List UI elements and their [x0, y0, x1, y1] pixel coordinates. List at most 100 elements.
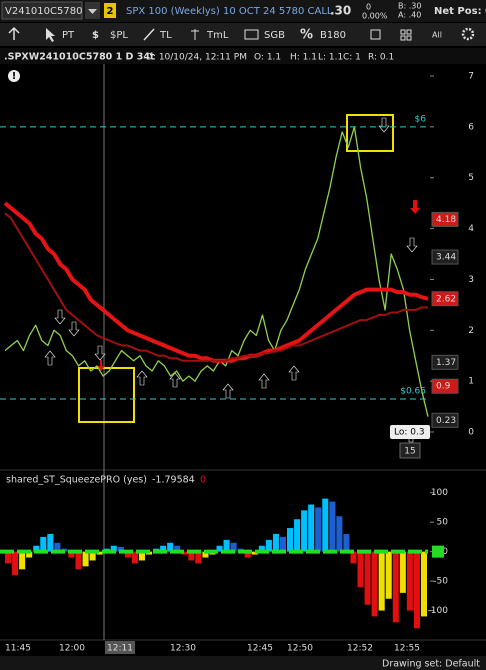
histogram-bar: [357, 551, 364, 587]
chart-high: H: 1.1: [290, 53, 317, 63]
price-line: [4, 126, 429, 417]
histogram-bar: [117, 546, 124, 552]
tool-all[interactable]: All: [432, 31, 442, 40]
price-level-label: $0.65: [400, 386, 426, 396]
histogram-bar: [188, 551, 195, 561]
tool-b180[interactable]: B180: [320, 30, 346, 41]
chart-date: D: 10/10/24, 12:11 PM: [146, 53, 247, 63]
settings-icon[interactable]: [461, 27, 475, 41]
histogram-bar: [47, 533, 54, 552]
price-bubble-label: 1.37: [436, 358, 456, 368]
histogram-bar: [350, 551, 357, 564]
low-label: Lo: 0.3: [394, 428, 425, 438]
red-arrow: [410, 200, 420, 214]
price-bubble-label: 0.9: [436, 382, 451, 392]
tool-tl[interactable]: TL: [159, 30, 172, 41]
symbol-box[interactable]: [1, 1, 83, 20]
net-position: Net Pos: 0: [434, 6, 486, 17]
histogram-bar: [54, 542, 61, 552]
histogram-bar: [5, 551, 12, 564]
histogram-bar: [68, 551, 75, 558]
y-tick-label: 7: [468, 72, 474, 82]
histogram-bar: [272, 533, 279, 552]
y-tick-label: 100: [431, 488, 448, 498]
histogram-bar: [75, 551, 82, 570]
histogram-bar: [244, 551, 251, 558]
indicator-readout: -1.79584: [152, 475, 195, 486]
y-tick-label: 1: [468, 377, 474, 387]
tool-pt[interactable]: PT: [62, 30, 75, 41]
price-bubble-label: 2.62: [436, 294, 456, 304]
tool-pl[interactable]: $PL: [110, 30, 128, 41]
count-box: [399, 442, 421, 459]
histogram-bar: [96, 551, 103, 555]
highlight-box: [78, 367, 135, 423]
histogram-bar: [33, 545, 40, 552]
time-label: 11:45: [5, 644, 31, 654]
histogram-bar: [251, 551, 258, 555]
histogram-bar: [19, 551, 26, 570]
histogram-bar: [308, 504, 315, 552]
y-tick-label: 50: [437, 518, 449, 528]
last-price: .30: [330, 4, 351, 18]
indicator-title: shared_ST_SqueezePRO (yes): [6, 475, 147, 486]
time-label: 12:11: [107, 644, 133, 654]
histogram-bar: [315, 507, 322, 552]
drawing-set[interactable]: Drawing set: Default: [382, 659, 480, 670]
y-tick-label: 0: [468, 428, 474, 438]
histogram-bar: [406, 551, 413, 611]
y-tick-label: -50: [433, 577, 448, 587]
indicator-readout: 0: [200, 475, 206, 486]
histogram-bar: [371, 551, 378, 617]
price-bubble-label: 4.18: [436, 215, 456, 225]
link-badge[interactable]: [104, 3, 116, 18]
y-tick-label: -100: [428, 606, 449, 616]
change: 0: [366, 3, 371, 12]
chart-range: R: 0.1: [368, 53, 394, 63]
histogram-bar: [110, 545, 117, 552]
quote-bar: [0, 0, 486, 22]
time-label: 12:55: [394, 644, 420, 654]
chart-open: O: 1.1: [254, 53, 281, 63]
single-grid-icon[interactable]: [370, 29, 381, 40]
histogram-bar: [378, 551, 385, 611]
price-bubble-label: 3.44: [436, 253, 456, 263]
percent-icon: %: [300, 28, 313, 43]
histogram-bar: [279, 536, 286, 552]
tool-tml[interactable]: TmL: [206, 30, 229, 41]
histogram-bar: [265, 539, 272, 552]
grid-icon[interactable]: [400, 29, 412, 41]
histogram-bar: [322, 498, 329, 552]
histogram-bar: [364, 551, 371, 605]
description: SPX 100 (Weeklys) 10 OCT 24 5780 CALL: [126, 6, 333, 17]
time-label: 12:52: [347, 644, 373, 654]
chart-symbol: .SPXW241010C5780 1 D 34t: [4, 52, 155, 63]
change-pct: 0.00%: [362, 12, 388, 21]
histogram-bar: [392, 551, 399, 623]
histogram-bar: [329, 501, 336, 552]
histogram-bar: [89, 551, 96, 561]
histogram-bar: [287, 528, 294, 552]
time-label: 12:00: [59, 644, 85, 654]
pointer-icon[interactable]: [46, 28, 55, 42]
chart-info-bar: [0, 48, 486, 64]
histogram-bar: [223, 539, 230, 552]
zero-bubble: [432, 545, 444, 558]
price-bubble: [431, 249, 459, 265]
dropdown-arrow: [88, 9, 97, 14]
tool-sgb[interactable]: SGB: [264, 30, 285, 41]
alert-icon[interactable]: [8, 70, 20, 82]
y-tick-label: 0: [442, 547, 448, 557]
price-bubble: [431, 211, 459, 227]
bid: B: .30: [398, 2, 421, 11]
histogram-bar: [202, 551, 209, 558]
toolbar-icon[interactable]: [8, 26, 20, 40]
crosshair-time-box: [105, 641, 135, 654]
histogram-bar: [131, 551, 138, 564]
price-bubble: [431, 291, 459, 307]
low-box: [390, 425, 430, 439]
histogram-bar: [195, 551, 202, 564]
y-tick-label: 3: [468, 275, 474, 285]
histogram-bar: [216, 545, 223, 552]
